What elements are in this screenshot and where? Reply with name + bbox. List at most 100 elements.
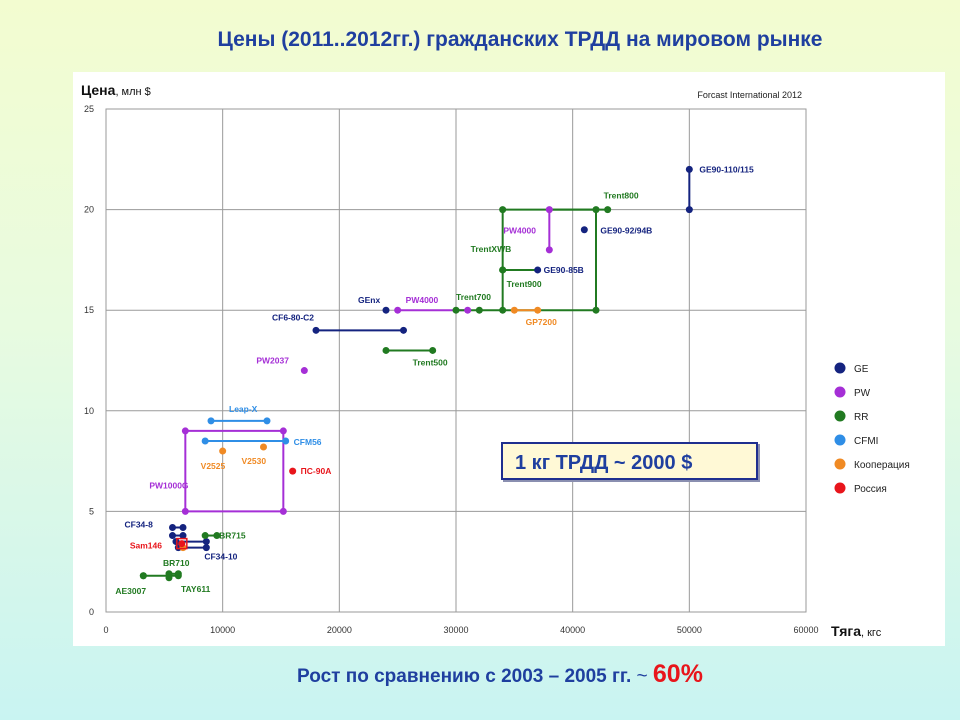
x-axis-label: Тяга, кгс: [831, 623, 882, 639]
point-label: GP7200: [526, 317, 557, 327]
y-tick-label: 15: [84, 305, 94, 315]
data-point: [169, 532, 176, 540]
point-label: PW1000G: [149, 480, 189, 490]
legend-marker: [834, 482, 846, 494]
data-point: [400, 326, 407, 334]
data-point: [178, 540, 186, 548]
data-point: [219, 447, 227, 455]
point-label: ПС-90А: [301, 466, 332, 476]
highlight-box: [176, 537, 188, 550]
point-label: GE90-92/94B: [600, 226, 652, 236]
point-label: CF6-80-C2: [272, 312, 314, 322]
point-label: GE90-85B: [544, 265, 584, 275]
point-label: GE90-110/115: [699, 164, 754, 174]
legend-marker: [834, 458, 846, 470]
data-point: [499, 206, 507, 214]
data-point: [382, 346, 390, 354]
data-point: [172, 538, 180, 546]
point-label: V2530: [242, 456, 267, 466]
rate-callout: 1 кг ТРДД ~ 2000 $: [501, 442, 758, 480]
data-point: [394, 306, 402, 314]
data-point: [382, 306, 390, 314]
point-label: Trent900: [507, 279, 542, 289]
data-point: [179, 532, 187, 540]
legend-label: CFMI: [854, 436, 878, 447]
point-label: CF34-10: [204, 552, 237, 562]
legend-label: GE: [854, 364, 869, 375]
data-point: [289, 467, 297, 475]
data-point: [181, 507, 189, 515]
point-label: Trent800: [604, 191, 639, 201]
legend-label: PW: [854, 388, 871, 399]
data-point: [510, 306, 518, 314]
y-axis-label: Цена, млн $: [81, 82, 151, 98]
point-label: CF34-8: [125, 519, 154, 529]
data-point: [139, 572, 147, 580]
point-label: TAY611: [181, 584, 211, 594]
data-point: [179, 523, 187, 531]
data-point: [475, 306, 483, 314]
x-tick-label: 20000: [327, 625, 352, 635]
footer-note: Рост по сравнению с 2003 – 2005 гг. ~ 60…: [0, 660, 960, 689]
data-point: [207, 417, 215, 425]
point-label: V2525: [201, 461, 226, 471]
data-point: [282, 437, 290, 445]
data-point: [499, 306, 507, 314]
data-point: [604, 206, 612, 214]
footer-value: 60%: [652, 660, 703, 688]
y-tick-label: 10: [84, 406, 94, 416]
data-point: [174, 572, 182, 580]
data-point: [181, 427, 189, 435]
legend-marker: [834, 434, 846, 446]
point-label: Leap-X: [229, 404, 258, 414]
point-label: PW4000: [406, 295, 439, 305]
data-point: [685, 165, 693, 173]
data-point: [165, 574, 173, 582]
point-label: AE3007: [115, 586, 146, 596]
footer-tilde: ~: [636, 666, 648, 687]
x-tick-label: 0: [103, 625, 108, 635]
point-label: Trent700: [456, 292, 491, 302]
point-label: PW2037: [256, 356, 289, 366]
data-point: [545, 206, 553, 214]
data-point: [545, 246, 553, 254]
point-label: PW4000: [503, 226, 536, 236]
data-point: [464, 306, 472, 314]
data-point: [429, 346, 437, 354]
data-point: [201, 532, 209, 540]
legend-marker: [834, 386, 846, 398]
point-label: GEnx: [358, 295, 380, 305]
data-point: [452, 306, 460, 314]
data-point: [279, 427, 287, 435]
data-point: [534, 266, 542, 274]
data-point: [312, 326, 320, 334]
data-point: [592, 206, 600, 214]
data-point: [300, 367, 308, 375]
data-point: [685, 206, 693, 214]
data-point: [202, 544, 210, 552]
point-label: Trent500: [413, 357, 448, 367]
point-label: BR715: [219, 531, 246, 541]
x-tick-label: 10000: [210, 625, 235, 635]
y-tick-label: 0: [89, 607, 94, 617]
slide-title: Цены (2011..2012гг.) гражданских ТРДД на…: [217, 28, 823, 51]
data-point: [592, 306, 600, 314]
legend-label: Кооперация: [854, 460, 910, 471]
data-point: [201, 437, 209, 445]
data-point: [279, 507, 287, 515]
legend-marker: [834, 362, 846, 374]
legend-marker: [834, 410, 846, 422]
source-note: Forcast International 2012: [697, 90, 802, 100]
footer-text: Рост по сравнению с 2003 – 2005 гг.: [297, 666, 632, 687]
y-tick-label: 5: [89, 506, 94, 516]
x-tick-label: 40000: [560, 625, 585, 635]
price-thrust-chart: 0 10000 20000 30000 40000 50000 60000 0 5 10 15 20 2…: [81, 82, 910, 639]
y-tick-label: 20: [84, 205, 94, 215]
data-point: [202, 538, 210, 546]
data-point: [263, 417, 271, 425]
legend-label: Россия: [854, 484, 887, 495]
data-point: [260, 443, 267, 451]
data-point: [580, 226, 588, 234]
legend-label: RR: [854, 412, 868, 423]
data-point: [169, 523, 176, 531]
